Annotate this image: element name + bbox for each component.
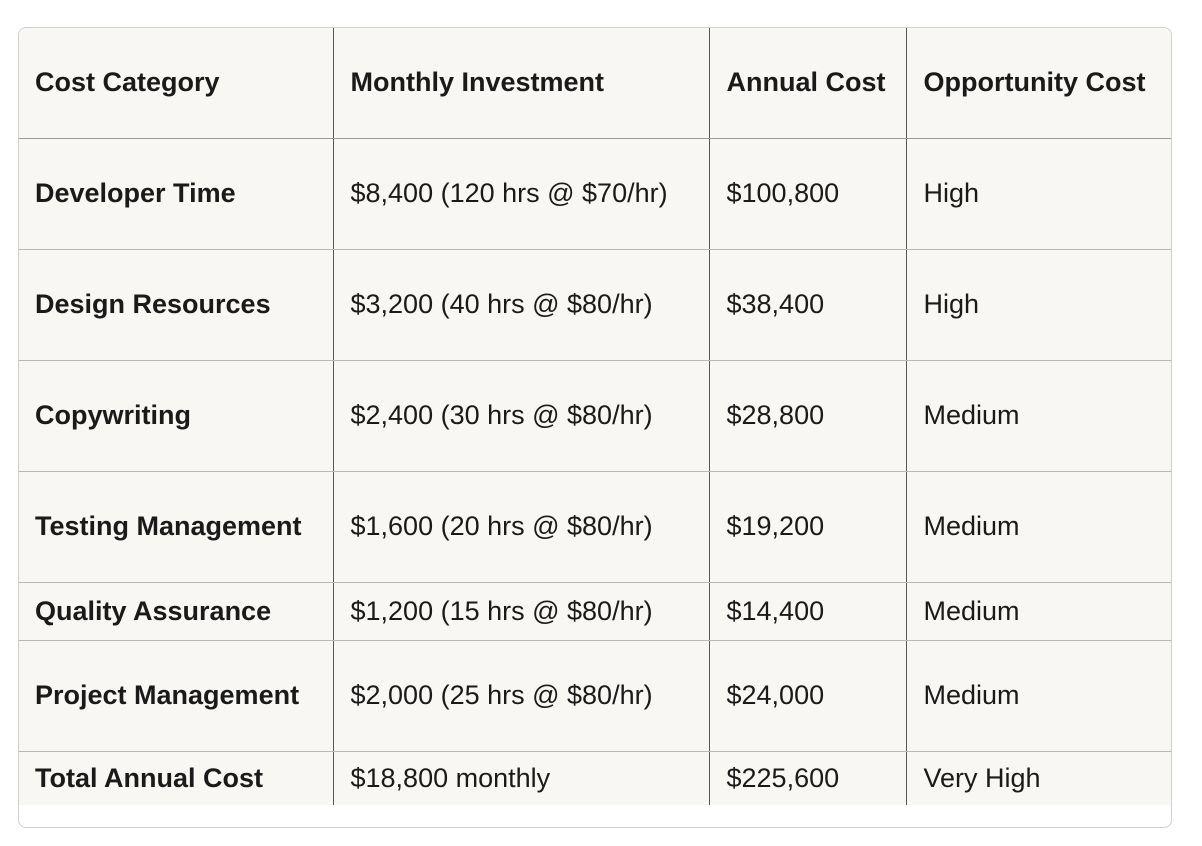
cell-annual: $14,400 — [708, 582, 906, 641]
cell-opportunity: Medium — [905, 640, 1171, 752]
cell-annual: $19,200 — [708, 471, 906, 583]
cell-monthly: $1,600 (20 hrs @ $80/hr) — [332, 471, 709, 583]
cell-monthly: $8,400 (120 hrs @ $70/hr) — [332, 138, 709, 250]
cell-monthly: $2,400 (30 hrs @ $80/hr) — [332, 360, 709, 472]
cost-table-card: Cost Category Monthly Investment Annual … — [18, 27, 1172, 828]
cell-category: Developer Time — [19, 138, 333, 250]
cell-annual: $28,800 — [708, 360, 906, 472]
header-monthly-investment: Monthly Investment — [332, 28, 709, 139]
header-annual-cost: Annual Cost — [708, 28, 906, 139]
cell-opportunity: High — [905, 249, 1171, 361]
cell-monthly: $2,000 (25 hrs @ $80/hr) — [332, 640, 709, 752]
table-row: Quality Assurance $1,200 (15 hrs @ $80/h… — [19, 582, 1171, 641]
cell-category: Total Annual Cost — [35, 762, 263, 793]
cell-category: Quality Assurance — [19, 582, 333, 641]
cell-annual: $225,600 — [708, 751, 906, 805]
table-row-total: Total Annual Cost $18,800 monthly $225,6… — [19, 751, 1171, 805]
table-row: Copywriting $2,400 (30 hrs @ $80/hr) $28… — [19, 360, 1171, 472]
cell-monthly: $1,200 (15 hrs @ $80/hr) — [332, 582, 709, 641]
table-header-row: Cost Category Monthly Investment Annual … — [19, 28, 1171, 139]
table-row: Developer Time $8,400 (120 hrs @ $70/hr)… — [19, 138, 1171, 250]
cell-annual: $100,800 — [708, 138, 906, 250]
cell-category: Testing Management — [19, 471, 333, 583]
cell-category: Copywriting — [19, 360, 333, 472]
cell-opportunity: Very High — [905, 751, 1171, 805]
cell-monthly: $3,200 (40 hrs @ $80/hr) — [332, 249, 709, 361]
cell-category: Project Management — [19, 640, 333, 752]
cell-opportunity: Medium — [905, 471, 1171, 583]
table-row: Testing Management $1,600 (20 hrs @ $80/… — [19, 471, 1171, 583]
cell-category: Design Resources — [19, 249, 333, 361]
cell-annual: $38,400 — [708, 249, 906, 361]
cell-monthly: $18,800 monthly — [332, 751, 709, 805]
table-row: Project Management $2,000 (25 hrs @ $80/… — [19, 640, 1171, 752]
header-opportunity-cost: Opportunity Cost — [905, 28, 1171, 139]
cell-opportunity: High — [905, 138, 1171, 250]
cost-table: Cost Category Monthly Investment Annual … — [19, 28, 1171, 805]
table-row: Design Resources $3,200 (40 hrs @ $80/hr… — [19, 249, 1171, 361]
cell-annual: $24,000 — [708, 640, 906, 752]
header-cost-category: Cost Category — [19, 28, 333, 139]
cell-opportunity: Medium — [905, 360, 1171, 472]
cell-opportunity: Medium — [905, 582, 1171, 641]
